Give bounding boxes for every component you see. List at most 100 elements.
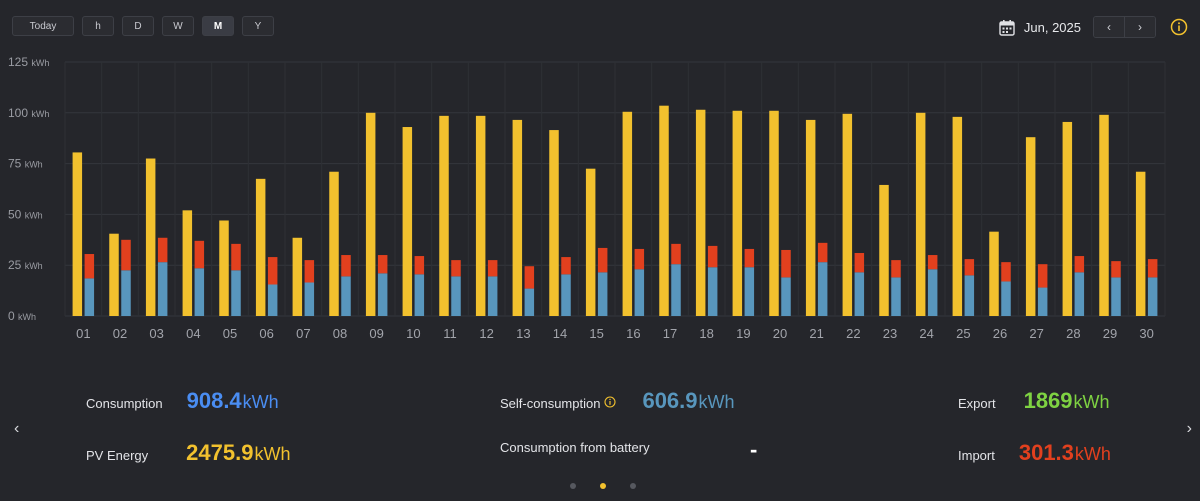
bar-pv bbox=[219, 220, 229, 316]
chevron-right-icon: › bbox=[1138, 20, 1142, 34]
period-month-button[interactable]: M bbox=[202, 16, 234, 36]
period-hour-button[interactable]: h bbox=[82, 16, 114, 36]
import-stat: Import 301.3 kWh bbox=[958, 440, 1111, 466]
calendar-icon[interactable] bbox=[998, 18, 1016, 36]
bar-import bbox=[561, 257, 571, 275]
page-dot-1[interactable] bbox=[570, 483, 576, 489]
bar-self-consumption bbox=[707, 267, 718, 316]
today-button[interactable]: Today bbox=[12, 16, 74, 36]
bar-self-consumption bbox=[231, 270, 241, 316]
x-tick-label: 20 bbox=[773, 326, 787, 341]
page-indicator bbox=[570, 483, 636, 489]
x-tick-label: 25 bbox=[956, 326, 970, 341]
bar-import bbox=[231, 243, 241, 271]
page-dot-3[interactable] bbox=[630, 483, 636, 489]
prev-period-button[interactable]: ‹ bbox=[1094, 17, 1124, 37]
x-tick-label: 18 bbox=[699, 326, 713, 341]
info-icon[interactable] bbox=[604, 395, 617, 408]
bar-import bbox=[781, 249, 791, 278]
bar-import bbox=[964, 259, 975, 276]
period-week-button[interactable]: W bbox=[162, 16, 194, 36]
export-value: 1869 bbox=[1023, 388, 1073, 413]
bar-self-consumption bbox=[634, 269, 645, 316]
bar-self-consumption bbox=[891, 277, 901, 316]
x-tick-label: 06 bbox=[259, 326, 273, 341]
bar-self-consumption bbox=[1037, 287, 1048, 316]
x-tick-label: 07 bbox=[296, 326, 310, 341]
period-day-button[interactable]: D bbox=[122, 16, 154, 36]
bar-import bbox=[304, 260, 315, 283]
bar-import bbox=[267, 257, 278, 285]
x-tick-label: 22 bbox=[846, 326, 860, 341]
y-tick-label: 100 kWh bbox=[8, 106, 49, 120]
bar-self-consumption bbox=[561, 274, 571, 316]
y-tick-label: 125 kWh bbox=[8, 55, 49, 69]
x-tick-label: 03 bbox=[149, 326, 163, 341]
x-tick-label: 02 bbox=[113, 326, 127, 341]
bar-self-consumption bbox=[854, 272, 865, 316]
bar-self-consumption bbox=[341, 276, 351, 316]
pv-energy-value: 2475.9 bbox=[186, 440, 254, 465]
next-page-arrow[interactable]: › bbox=[1186, 420, 1192, 437]
bar-self-consumption bbox=[451, 276, 461, 316]
bar-self-consumption bbox=[964, 275, 975, 316]
bar-pv bbox=[549, 130, 559, 316]
bar-import bbox=[817, 242, 828, 263]
bar-pv bbox=[1025, 137, 1036, 316]
import-label: Import bbox=[958, 448, 995, 463]
bar-pv bbox=[805, 119, 816, 316]
bar-pv bbox=[182, 210, 193, 316]
bar-import bbox=[634, 248, 645, 270]
bar-self-consumption bbox=[927, 269, 938, 316]
bar-pv bbox=[695, 109, 706, 316]
bar-import bbox=[744, 248, 755, 268]
bar-pv bbox=[915, 112, 926, 316]
bar-self-consumption bbox=[817, 262, 828, 316]
x-tick-label: 29 bbox=[1103, 326, 1117, 341]
date-picker: Jun, 2025 ‹ › bbox=[998, 16, 1188, 38]
bar-import bbox=[891, 260, 901, 278]
x-tick-label: 05 bbox=[223, 326, 237, 341]
x-tick-label: 10 bbox=[406, 326, 420, 341]
date-label[interactable]: Jun, 2025 bbox=[1023, 19, 1081, 35]
pv-energy-label: PV Energy bbox=[86, 448, 149, 463]
y-tick-label: 25 kWh bbox=[8, 258, 43, 272]
import-unit: kWh bbox=[1074, 444, 1111, 464]
consumption-value: 908.4 bbox=[186, 388, 242, 413]
bar-import bbox=[194, 240, 205, 269]
next-period-button[interactable]: › bbox=[1124, 17, 1155, 37]
x-tick-label: 24 bbox=[919, 326, 933, 341]
x-tick-label: 14 bbox=[553, 326, 567, 341]
export-stat: Export 1869 kWh bbox=[958, 388, 1110, 414]
consumption-label: Consumption bbox=[86, 396, 163, 411]
battery-label: Consumption from battery bbox=[500, 440, 650, 455]
date-nav: ‹ › bbox=[1093, 16, 1156, 38]
x-tick-label: 30 bbox=[1139, 326, 1153, 341]
self-consumption-label: Self-consumption bbox=[500, 396, 601, 411]
period-toolbar: Today h D W M Y bbox=[12, 16, 274, 36]
bar-import bbox=[1147, 259, 1158, 278]
x-tick-label: 09 bbox=[369, 326, 383, 341]
x-tick-label: 15 bbox=[589, 326, 603, 341]
bar-self-consumption bbox=[487, 276, 498, 316]
bar-self-consumption bbox=[671, 264, 681, 316]
x-tick-label: 27 bbox=[1029, 326, 1043, 341]
bar-import bbox=[377, 255, 388, 274]
x-tick-label: 08 bbox=[333, 326, 347, 341]
y-tick-label: 75 kWh bbox=[8, 157, 43, 171]
bar-import bbox=[1037, 264, 1048, 288]
bar-import bbox=[1074, 256, 1085, 273]
page-dot-2[interactable] bbox=[600, 483, 606, 489]
x-tick-label: 17 bbox=[663, 326, 677, 341]
bar-pv bbox=[879, 184, 889, 316]
bar-self-consumption bbox=[1147, 277, 1158, 316]
prev-page-arrow[interactable]: ‹ bbox=[14, 420, 20, 437]
bar-pv bbox=[952, 116, 963, 316]
bar-pv bbox=[585, 168, 596, 316]
info-icon[interactable] bbox=[1170, 18, 1188, 36]
self-consumption-value: 606.9 bbox=[642, 388, 698, 413]
period-year-button[interactable]: Y bbox=[242, 16, 274, 36]
bar-import bbox=[707, 245, 718, 268]
bar-self-consumption bbox=[194, 268, 205, 316]
consumption-unit: kWh bbox=[242, 392, 279, 412]
